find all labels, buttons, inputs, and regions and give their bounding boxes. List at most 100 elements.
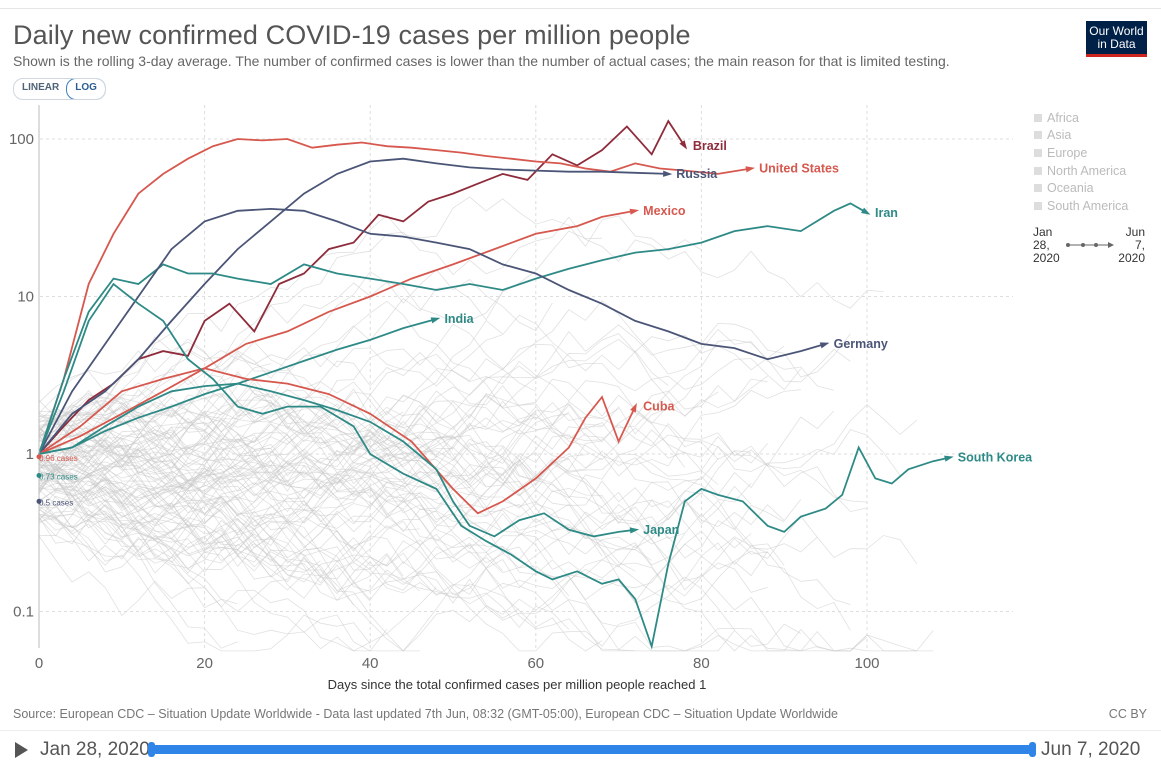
timeline-end-date: Jun 7, 2020 bbox=[1041, 739, 1141, 760]
background-line bbox=[38, 412, 520, 533]
timeline-end-handle[interactable] bbox=[1029, 742, 1036, 757]
scale-log-button[interactable]: LOG bbox=[66, 79, 105, 99]
background-line bbox=[38, 368, 536, 452]
scale-toggle[interactable]: LINEAR LOG bbox=[13, 78, 106, 100]
legend-item[interactable]: Europe bbox=[1034, 144, 1128, 162]
background-line bbox=[38, 343, 802, 461]
chart-title: Daily new confirmed COVID-19 cases per m… bbox=[13, 20, 691, 50]
x-tick-label: 60 bbox=[527, 655, 544, 672]
series-label: Russia bbox=[676, 167, 718, 181]
start-annotation: 0.96 cases bbox=[39, 454, 78, 463]
legend-label: South America bbox=[1047, 198, 1129, 213]
background-line bbox=[38, 476, 388, 652]
background-line bbox=[38, 401, 586, 516]
background-line bbox=[38, 513, 934, 652]
series-label: Iran bbox=[875, 206, 898, 220]
series-line bbox=[38, 282, 950, 650]
play-icon[interactable] bbox=[15, 742, 28, 758]
legend-swatch bbox=[1034, 184, 1042, 193]
series-line bbox=[38, 207, 826, 455]
background-line bbox=[38, 269, 553, 426]
x-tick-label: 40 bbox=[362, 655, 379, 672]
legend-item[interactable]: Oceania bbox=[1034, 179, 1128, 197]
legend-item[interactable]: Asia bbox=[1034, 127, 1128, 145]
logo-line-2: in Data bbox=[1097, 37, 1136, 51]
series-end-arrow bbox=[745, 166, 756, 173]
background-line bbox=[38, 216, 884, 479]
background-line bbox=[38, 417, 785, 566]
background-line bbox=[38, 462, 503, 599]
background-line bbox=[38, 378, 768, 526]
background-line bbox=[38, 535, 437, 652]
background-line bbox=[38, 413, 569, 491]
background-line bbox=[38, 450, 752, 556]
continent-legend: Africa Asia Europe North America Oceania… bbox=[1034, 109, 1128, 215]
highlighted-series bbox=[38, 119, 954, 650]
y-tick-label: 10 bbox=[17, 289, 34, 306]
series-end-arrow bbox=[679, 140, 688, 150]
background-line bbox=[38, 466, 388, 503]
top-divider bbox=[0, 8, 1161, 9]
background-line bbox=[38, 470, 454, 526]
x-tick-label: 20 bbox=[196, 655, 213, 672]
series-end-arrow bbox=[630, 402, 637, 413]
mini-timeline: Jan 28, 2020 Jun 7, 2020 bbox=[1033, 226, 1145, 270]
legend-swatch bbox=[1034, 113, 1042, 122]
x-axis-label: Days since the total confirmed cases per… bbox=[328, 677, 707, 692]
timeline-track[interactable] bbox=[151, 745, 1033, 754]
background-line bbox=[38, 483, 222, 522]
background-line bbox=[38, 449, 768, 601]
legend-label: Africa bbox=[1047, 110, 1079, 125]
mini-timeline-start: Jan 28, 2020 bbox=[1033, 226, 1060, 265]
series-end-arrow bbox=[944, 455, 954, 462]
series-label: Japan bbox=[643, 523, 679, 537]
timeline-start-date: Jan 28, 2020 bbox=[40, 739, 150, 760]
background-country-lines bbox=[38, 196, 934, 652]
logo-line-1: Our World bbox=[1089, 24, 1144, 38]
legend-label: Asia bbox=[1047, 128, 1072, 143]
legend-swatch bbox=[1034, 131, 1042, 140]
y-tick-label: 100 bbox=[9, 131, 34, 148]
background-line bbox=[38, 478, 321, 573]
scale-linear-button[interactable]: LINEAR bbox=[22, 82, 60, 93]
series-line bbox=[38, 382, 636, 538]
background-line bbox=[38, 378, 454, 456]
background-line bbox=[38, 338, 768, 473]
background-line bbox=[38, 437, 851, 631]
owid-logo[interactable]: Our World in Data bbox=[1086, 21, 1147, 57]
start-annotation: 0.73 cases bbox=[39, 473, 78, 482]
background-line bbox=[38, 514, 420, 652]
series-label: India bbox=[444, 312, 474, 326]
background-line bbox=[38, 411, 818, 553]
background-line bbox=[38, 392, 752, 549]
axes: 0.1 1 10 100 0 20 40 60 80 100 Days since the tota… bbox=[9, 105, 880, 692]
background-line bbox=[38, 381, 537, 468]
legend-swatch bbox=[1034, 166, 1042, 175]
background-line bbox=[38, 428, 421, 592]
background-line bbox=[38, 499, 802, 613]
logo-accent-bar bbox=[1086, 54, 1147, 57]
background-line bbox=[38, 300, 835, 417]
background-line bbox=[38, 396, 785, 559]
series-end-arrow bbox=[430, 317, 441, 324]
series-line bbox=[38, 367, 637, 515]
license-link[interactable]: CC BY bbox=[1108, 707, 1147, 721]
legend-swatch bbox=[1034, 201, 1042, 210]
background-line bbox=[38, 271, 504, 441]
mini-end-year: 2020 bbox=[1118, 251, 1145, 265]
y-tick-label: 0.1 bbox=[13, 604, 34, 621]
series-end-arrow bbox=[629, 527, 640, 534]
background-line bbox=[38, 459, 768, 604]
legend-item[interactable]: Africa bbox=[1034, 109, 1128, 127]
background-line bbox=[38, 458, 801, 652]
legend-item[interactable]: South America bbox=[1034, 197, 1128, 215]
mini-timeline-arrow bbox=[1066, 242, 1114, 248]
mini-start-year: 2020 bbox=[1033, 251, 1060, 265]
timeline-start-handle[interactable] bbox=[148, 742, 155, 757]
series-end-arrow bbox=[861, 207, 871, 215]
series-label: Cuba bbox=[643, 400, 675, 414]
legend-item[interactable]: North America bbox=[1034, 162, 1128, 180]
background-line bbox=[38, 391, 719, 485]
background-line bbox=[38, 450, 719, 528]
background-line bbox=[38, 403, 603, 514]
